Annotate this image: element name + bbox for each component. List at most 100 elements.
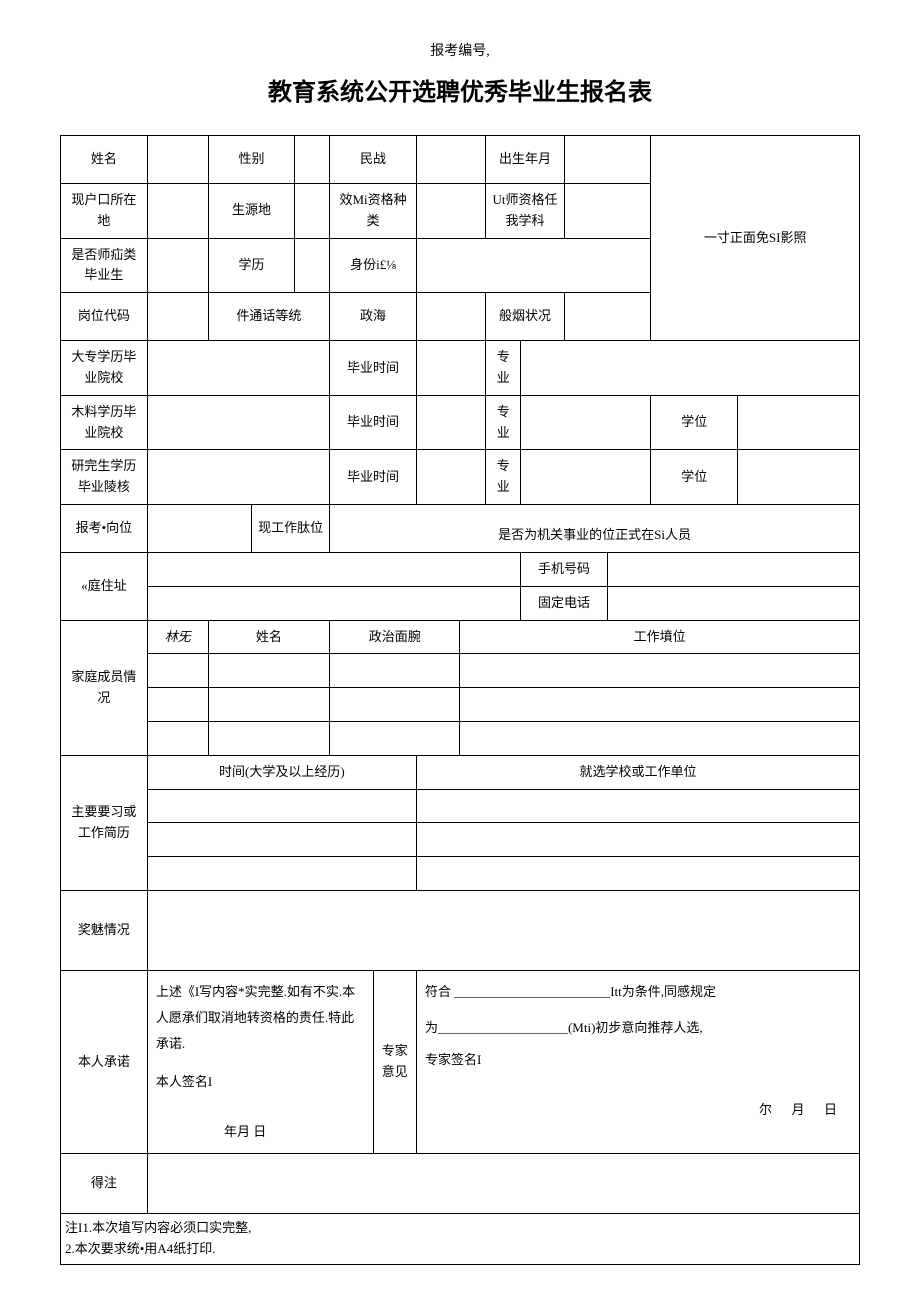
label-mobile: 手机号码 [521, 552, 608, 586]
expert-line2: 为____________________(Mti)初步意向推荐人选, [425, 1015, 851, 1041]
label-birth: 出生年月 [486, 136, 564, 184]
field-gradtime2[interactable] [416, 395, 485, 450]
fam-row3-political[interactable] [330, 721, 460, 755]
field-political[interactable] [416, 293, 485, 341]
label-fam-name: 姓名 [208, 620, 330, 654]
fam-row2-name[interactable] [208, 688, 330, 722]
label-mandarin: 件通话等统 [208, 293, 330, 341]
page-title: 教育系统公开选聘优秀毕业生报名表 [60, 72, 860, 107]
field-gender[interactable] [295, 136, 330, 184]
field-birth[interactable] [564, 136, 651, 184]
field-name[interactable] [147, 136, 208, 184]
label-currentpost: 现工作肽位 [252, 504, 330, 552]
fam-row1-political[interactable] [330, 654, 460, 688]
label-gradtime3: 毕业时间 [330, 450, 417, 505]
label-bachelor: 木料学历毕业院校 [61, 395, 148, 450]
label-resume: 主要要习或工作简历 [61, 755, 148, 890]
label-applypost: 报考•向位 [61, 504, 148, 552]
field-remarks[interactable] [147, 1153, 859, 1213]
field-mobile[interactable] [607, 552, 859, 586]
label-promise: 本人承诺 [61, 970, 148, 1153]
field-idno[interactable] [416, 238, 650, 293]
field-applypost[interactable] [147, 504, 251, 552]
label-relation: 林旡 [147, 620, 208, 654]
label-major1: 专业 [486, 341, 521, 396]
field-family-addr1[interactable] [147, 552, 520, 586]
photo-box: 一寸正面免SI影照 [651, 136, 860, 341]
exam-id-label: 报考编号, [60, 40, 860, 60]
field-gradtime1[interactable] [416, 341, 485, 396]
resume-row3-unit[interactable] [416, 857, 859, 891]
expert-line1: 符合 ________________________Itt为条件,同感规定 [425, 979, 851, 1005]
label-ethnicity: 民战 [330, 136, 417, 184]
label-remarks: 得注 [61, 1153, 148, 1213]
label-gender: 性别 [208, 136, 295, 184]
label-isofficial: 是否为机关事业的位正式在Si人员 [330, 504, 860, 552]
label-hukou: 现户口所在地 [61, 184, 148, 239]
label-postcode: 岗位代码 [61, 293, 148, 341]
field-major1[interactable] [521, 341, 860, 396]
field-bachelor[interactable] [147, 395, 329, 450]
field-college[interactable] [147, 341, 329, 396]
fam-row1-relation[interactable] [147, 654, 208, 688]
label-awards: 奖魅情况 [61, 890, 148, 970]
field-ethnicity[interactable] [416, 136, 485, 184]
fam-row2-political[interactable] [330, 688, 460, 722]
label-education: 学历 [208, 238, 295, 293]
field-edu-grad[interactable] [147, 238, 208, 293]
label-cert-type: 效Mi资格种类 [330, 184, 417, 239]
field-education[interactable] [295, 238, 330, 293]
field-awards[interactable] [147, 890, 859, 970]
label-major3: 专业 [486, 450, 521, 505]
fam-row3-name[interactable] [208, 721, 330, 755]
field-major2[interactable] [521, 395, 651, 450]
resume-row2-time[interactable] [147, 823, 416, 857]
fam-row1-name[interactable] [208, 654, 330, 688]
promise-sig-label: 本人签名I [156, 1069, 365, 1095]
application-form-table: 姓名 性别 民战 出生年月 一寸正面免SI影照 现户口所在地 生源地 效Mi资格… [60, 135, 860, 1265]
field-degree2[interactable] [738, 395, 860, 450]
fam-row3-relation[interactable] [147, 721, 208, 755]
resume-row2-unit[interactable] [416, 823, 859, 857]
field-gradtime3[interactable] [416, 450, 485, 505]
label-phone: 固定电话 [521, 586, 608, 620]
label-gradtime1: 毕业时间 [330, 341, 417, 396]
field-postcode[interactable] [147, 293, 208, 341]
fam-row2-work[interactable] [460, 688, 860, 722]
label-fam-political: 政治面腕 [330, 620, 460, 654]
field-gradschool[interactable] [147, 450, 329, 505]
field-phone[interactable] [607, 586, 859, 620]
resume-row3-time[interactable] [147, 857, 416, 891]
field-family-addr2[interactable] [147, 586, 520, 620]
field-hukou[interactable] [147, 184, 208, 239]
label-family-addr: «庭住址 [61, 552, 148, 620]
field-cert-subject[interactable] [564, 184, 651, 239]
promise-date: 年月 日 [156, 1119, 365, 1145]
field-major3[interactable] [521, 450, 651, 505]
label-origin: 生源地 [208, 184, 295, 239]
fam-row2-relation[interactable] [147, 688, 208, 722]
resume-row1-unit[interactable] [416, 789, 859, 823]
label-degree2: 学位 [651, 395, 738, 450]
label-college: 大专学历毕业院校 [61, 341, 148, 396]
label-resume-unit: 就选学校或工作单位 [416, 755, 859, 789]
label-gradschool: 研完生学历毕业陵核 [61, 450, 148, 505]
field-origin[interactable] [295, 184, 330, 239]
label-marriage: 般烟状况 [486, 293, 564, 341]
field-marriage[interactable] [564, 293, 651, 341]
label-cert-subject: Ut师资格任我学科 [486, 184, 564, 239]
footnote-2: 2.本次要求统•用A4纸打印. [61, 1239, 860, 1264]
resume-row1-time[interactable] [147, 789, 416, 823]
label-political: 政海 [330, 293, 417, 341]
field-degree3[interactable] [738, 450, 860, 505]
field-cert-type[interactable] [416, 184, 485, 239]
promise-text: 上述《I写内容*实完整.如有不实.本人愿承们取消地转资格的责任.特此承诺. [156, 979, 365, 1057]
fam-row1-work[interactable] [460, 654, 860, 688]
label-family-info: 家庭成员情况 [61, 620, 148, 755]
fam-row3-work[interactable] [460, 721, 860, 755]
label-name: 姓名 [61, 136, 148, 184]
label-idno: 身份i£⅛ [330, 238, 417, 293]
label-major2: 专业 [486, 395, 521, 450]
label-edu-grad: 是否师疝类毕业生 [61, 238, 148, 293]
promise-block: 上述《I写内容*实完整.如有不实.本人愿承们取消地转资格的责任.特此承诺. 本人… [147, 970, 373, 1153]
